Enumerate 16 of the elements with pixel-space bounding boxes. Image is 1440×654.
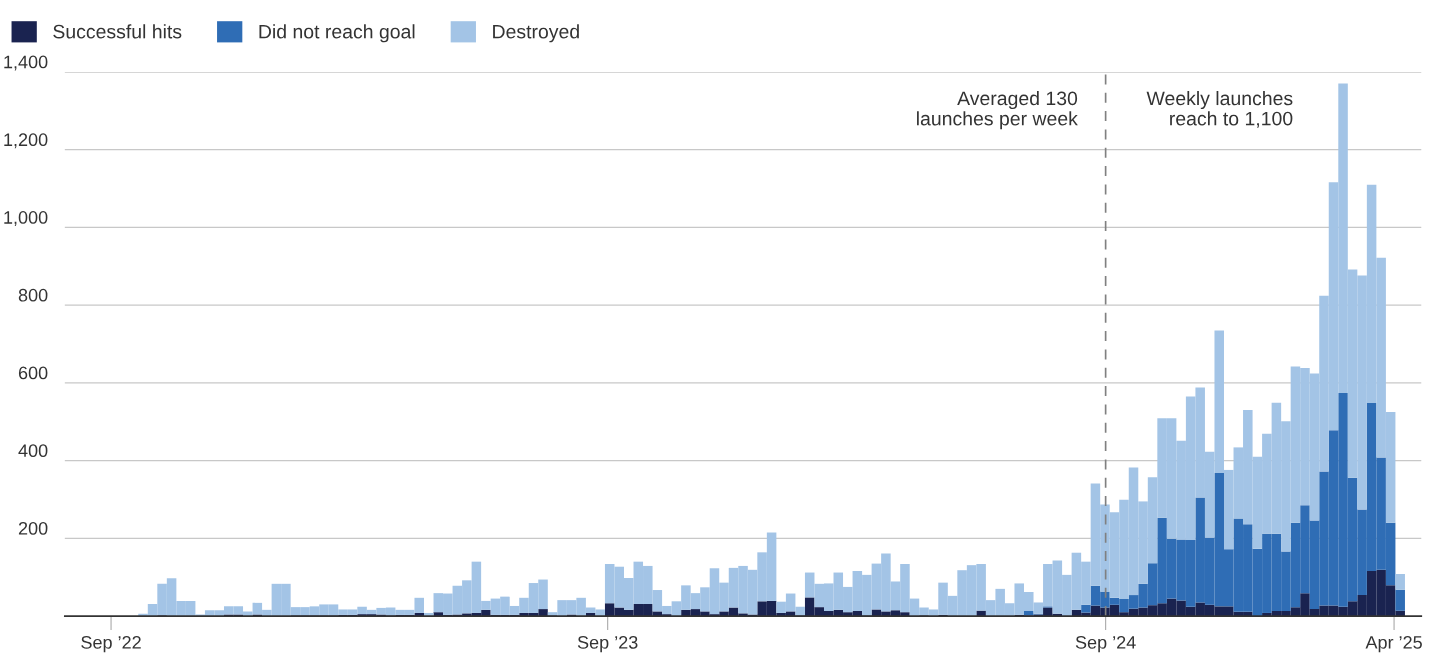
x-tick-label: Sep ’23 [577, 635, 638, 653]
x-tick-label: Sep ’22 [81, 635, 141, 653]
annotation: Averaged 130 launches per week [917, 90, 1078, 130]
annotation: Weekly launches reach to 1,100 [1146, 90, 1293, 128]
y-tick-label: 800 [18, 288, 48, 302]
y-tick-label: 1,400 [4, 55, 48, 71]
y-tick-label: 1,200 [4, 133, 48, 149]
legend-label: Successful hits [53, 24, 182, 39]
x-tick-label: Apr ’25 [1365, 635, 1422, 653]
legend-label: Destroyed [493, 24, 579, 43]
y-tick-label: 600 [18, 366, 48, 380]
y-tick-label: 200 [18, 521, 48, 535]
x-tick-label: Sep ’24 [1075, 635, 1136, 653]
legend-label: Did not reach goal [259, 24, 415, 43]
y-tick-label: 400 [18, 444, 48, 458]
y-tick-label: 1,000 [4, 211, 48, 226]
